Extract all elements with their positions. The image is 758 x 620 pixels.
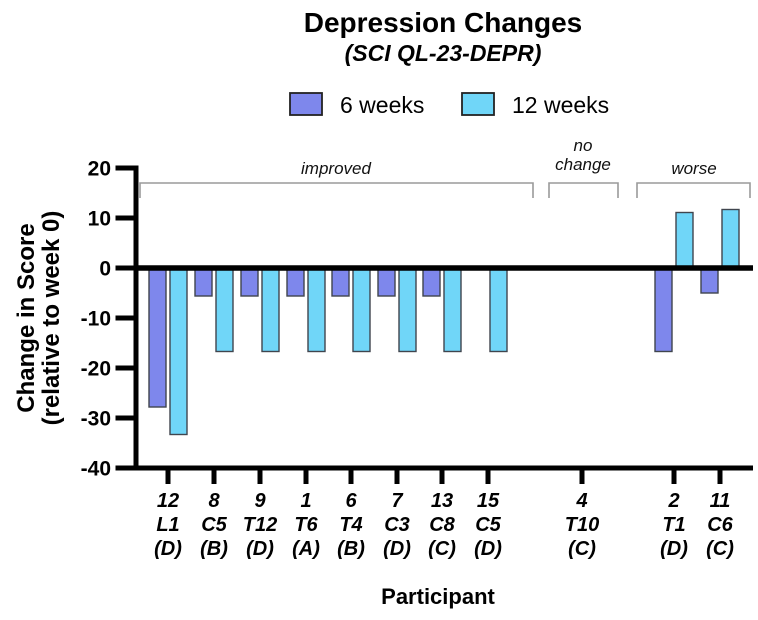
participant-8-group: (B) bbox=[200, 538, 228, 560]
x-axis-ticks bbox=[165, 470, 723, 484]
bar-series bbox=[148, 208, 740, 436]
participant-9-group: (D) bbox=[246, 538, 274, 560]
participant-11-group: (C) bbox=[706, 538, 734, 560]
participant-2-code: T1 bbox=[662, 514, 685, 536]
y-tick-label: 0 bbox=[99, 258, 111, 281]
bar-6-weeks bbox=[654, 267, 673, 353]
bar-12-weeks bbox=[489, 267, 508, 353]
participant-6-id: 6 bbox=[345, 490, 357, 512]
y-tick-label: -40 bbox=[81, 458, 111, 481]
participant-8-id: 8 bbox=[208, 490, 220, 512]
participant-labels: 12L1(D)8C5(B)9T12(D)1T6(A)6T4(B)7C3(D)13… bbox=[154, 490, 734, 560]
participant-1-group: (A) bbox=[292, 538, 320, 560]
y-tick-label: 20 bbox=[88, 158, 111, 181]
participant-1-code: T6 bbox=[294, 514, 318, 536]
y-tick-label: -20 bbox=[81, 358, 111, 381]
legend-label-12-weeks: 12 weeks bbox=[512, 92, 609, 118]
participant-6-group: (B) bbox=[337, 538, 365, 560]
y-axis-title: Change in Score (relative to week 0) bbox=[13, 211, 65, 426]
participant-6-code: T4 bbox=[339, 514, 362, 536]
bar-6-weeks bbox=[286, 267, 305, 297]
bar-12-weeks bbox=[307, 267, 326, 353]
participant-11-code: C6 bbox=[707, 514, 733, 536]
participant-13-code: C8 bbox=[429, 514, 455, 536]
participant-12-group: (D) bbox=[154, 538, 182, 560]
x-axis-title: Participant bbox=[381, 584, 495, 609]
participant-4-code: T10 bbox=[565, 514, 599, 536]
participant-12-id: 12 bbox=[157, 490, 179, 512]
worse-label: worse bbox=[671, 159, 716, 178]
participant-1-id: 1 bbox=[300, 490, 311, 512]
bar-6-weeks bbox=[422, 267, 441, 297]
worse-bracket bbox=[636, 182, 751, 198]
participant-7-group: (D) bbox=[383, 538, 411, 560]
participant-15-id: 15 bbox=[477, 490, 500, 512]
y-tick-label: -10 bbox=[81, 308, 111, 331]
y-tick-label: -30 bbox=[81, 408, 111, 431]
no-change-bracket bbox=[548, 182, 619, 198]
no-change-label-line1: no bbox=[574, 136, 593, 155]
bar-12-weeks bbox=[398, 267, 417, 353]
participant-4-id: 4 bbox=[575, 490, 587, 512]
bar-6-weeks bbox=[194, 267, 213, 297]
y-axis-title-line2: (relative to week 0) bbox=[38, 211, 65, 426]
legend-label-6-weeks: 6 weeks bbox=[340, 92, 424, 118]
chart-title: Depression Changes bbox=[304, 7, 583, 38]
legend: 6 weeks 12 weeks bbox=[289, 92, 609, 118]
y-axis-ticks: 20 10 0 -10 -20 -30 -40 bbox=[81, 158, 134, 481]
bar-12-weeks bbox=[215, 267, 234, 353]
participant-2-group: (D) bbox=[660, 538, 688, 560]
participant-11-id: 11 bbox=[710, 490, 731, 512]
participant-13-group: (C) bbox=[428, 538, 456, 560]
participant-2-id: 2 bbox=[667, 490, 679, 512]
participant-9-code: T12 bbox=[243, 514, 277, 536]
bar-12-weeks bbox=[675, 211, 694, 269]
chart-subtitle: (SCI QL-23-DEPR) bbox=[345, 40, 542, 66]
participant-15-group: (D) bbox=[474, 538, 502, 560]
bar-6-weeks bbox=[700, 267, 719, 294]
bar-6-weeks bbox=[331, 267, 350, 297]
bar-12-weeks bbox=[721, 208, 740, 269]
participant-13-id: 13 bbox=[431, 490, 453, 512]
legend-swatch-6-weeks bbox=[289, 92, 323, 116]
bar-6-weeks bbox=[377, 267, 396, 297]
participant-7-code: C3 bbox=[384, 514, 410, 536]
improved-label: improved bbox=[301, 159, 371, 178]
participant-9-id: 9 bbox=[254, 490, 266, 512]
bar-12-weeks bbox=[443, 267, 462, 353]
legend-swatch-12-weeks bbox=[461, 92, 495, 116]
outcome-annotations: improved no change worse bbox=[139, 136, 751, 198]
participant-12-code: L1 bbox=[156, 514, 179, 536]
bar-12-weeks bbox=[352, 267, 371, 353]
bar-12-weeks bbox=[169, 267, 188, 436]
improved-bracket bbox=[139, 182, 534, 198]
y-tick-label: 10 bbox=[88, 208, 111, 231]
no-change-label-line2: change bbox=[555, 155, 611, 174]
bar-6-weeks bbox=[148, 267, 167, 408]
participant-4-group: (C) bbox=[568, 538, 596, 560]
participant-15-code: C5 bbox=[475, 514, 501, 536]
participant-7-id: 7 bbox=[391, 490, 403, 512]
bar-12-weeks bbox=[261, 267, 280, 353]
bar-6-weeks bbox=[240, 267, 259, 297]
participant-8-code: C5 bbox=[201, 514, 227, 536]
y-axis-title-line1: Change in Score bbox=[13, 223, 40, 412]
